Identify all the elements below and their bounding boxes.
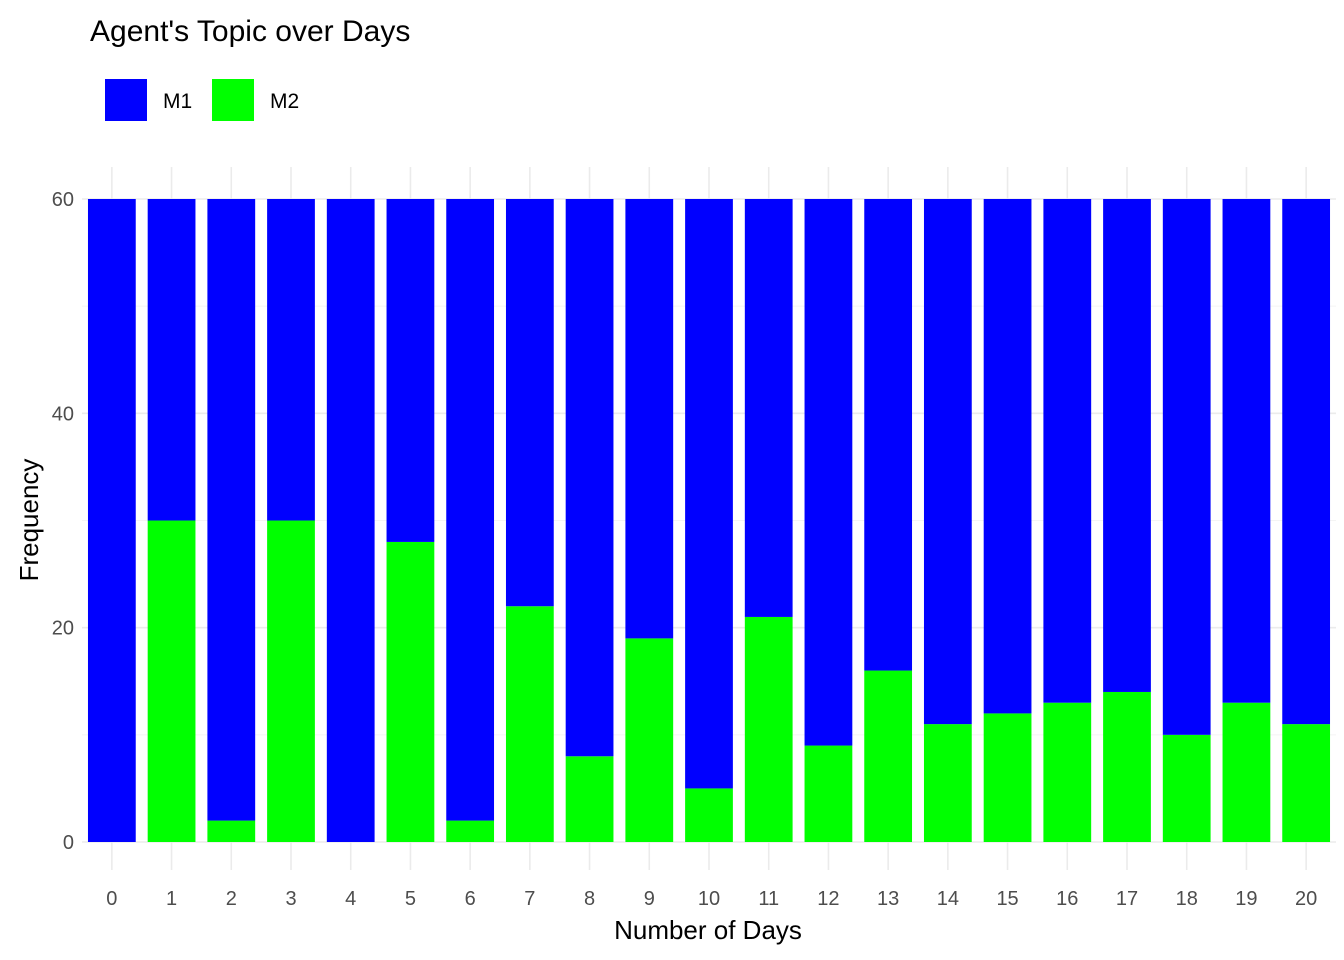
bar-m1-19 [1222, 199, 1271, 703]
x-tick-label: 6 [465, 888, 476, 910]
x-tick-label: 9 [644, 888, 655, 910]
bar-m1-8 [565, 199, 614, 757]
bar-m2-14 [923, 724, 972, 842]
bar-m1-4 [326, 199, 375, 842]
chart-title: Agent's Topic over Days [90, 15, 410, 48]
x-tick-label: 3 [285, 888, 296, 910]
bar-m1-7 [505, 199, 554, 607]
x-tick-label: 15 [996, 888, 1018, 910]
bar-m2-13 [864, 670, 913, 842]
bar-m1-14 [923, 199, 972, 725]
bar-m2-9 [625, 638, 674, 842]
legend-label-m2: M2 [270, 90, 299, 113]
legend-swatch-m2 [212, 79, 254, 121]
bar-m1-6 [446, 199, 495, 821]
bar-m2-2 [207, 820, 256, 842]
bar-m2-5 [386, 541, 435, 842]
bar-m1-20 [1282, 199, 1331, 725]
bar-m1-16 [1043, 199, 1092, 703]
bar-m1-11 [744, 199, 793, 617]
bar-m1-17 [1103, 199, 1151, 692]
bar-m2-15 [983, 713, 1032, 842]
x-tick-label: 8 [584, 888, 595, 910]
bar-m2-18 [1162, 734, 1211, 842]
bar-m1-1 [147, 199, 196, 521]
bar-m1-2 [207, 199, 256, 821]
bar-m1-13 [864, 199, 913, 671]
x-tick-label: 1 [166, 888, 177, 910]
x-tick-label: 11 [758, 888, 779, 910]
legend-label-m1: M1 [163, 90, 192, 113]
y-tick-label: 0 [63, 832, 74, 854]
bar-m2-19 [1222, 702, 1271, 842]
y-axis-title: Frequency [14, 459, 44, 582]
x-tick-label: 4 [345, 888, 356, 910]
legend: M1 M2 [105, 79, 299, 121]
bar-m2-6 [446, 820, 495, 842]
x-tick-label: 0 [106, 888, 117, 910]
bar-m1-5 [386, 199, 435, 542]
x-axis-title: Number of Days [614, 915, 802, 945]
y-tick-label: 20 [52, 618, 74, 640]
x-tick-label: 16 [1056, 888, 1078, 910]
x-tick-label: 12 [817, 888, 839, 910]
bar-m1-18 [1162, 199, 1211, 735]
bar-m1-15 [983, 199, 1032, 714]
bar-m2-20 [1282, 724, 1331, 842]
x-tick-label: 2 [226, 888, 237, 910]
x-tick-label: 19 [1235, 888, 1257, 910]
bar-m2-17 [1103, 691, 1151, 842]
y-axis-ticks: 0 20 40 60 [52, 189, 74, 854]
x-tick-label: 14 [937, 888, 959, 910]
bar-m1-0 [87, 199, 136, 842]
x-tick-label: 10 [698, 888, 720, 910]
bar-m2-1 [147, 520, 196, 842]
bar-m1-10 [685, 199, 733, 789]
x-tick-label: 20 [1295, 888, 1317, 910]
x-tick-label: 13 [877, 888, 899, 910]
x-axis-ticks: 0 1 2 3 4 5 6 7 8 9 10 11 12 13 14 15 16 17 18 19 20 [106, 888, 1317, 910]
bar-m2-7 [505, 606, 554, 842]
x-tick-label: 18 [1176, 888, 1198, 910]
bar-m2-8 [565, 756, 614, 842]
bars [87, 199, 1331, 842]
x-tick-label: 7 [524, 888, 535, 910]
bar-m2-10 [685, 788, 733, 842]
bar-m2-16 [1043, 702, 1092, 842]
legend-swatch-m1 [105, 79, 147, 121]
x-tick-label: 5 [405, 888, 416, 910]
y-tick-label: 60 [52, 189, 74, 211]
bar-m2-12 [804, 745, 853, 842]
y-tick-label: 40 [52, 403, 74, 425]
bar-m2-11 [744, 616, 793, 842]
bar-m1-3 [267, 199, 315, 521]
bar-m1-9 [625, 199, 674, 639]
x-tick-label: 17 [1116, 888, 1138, 910]
bar-m1-12 [804, 199, 853, 746]
bar-m2-3 [267, 520, 315, 842]
